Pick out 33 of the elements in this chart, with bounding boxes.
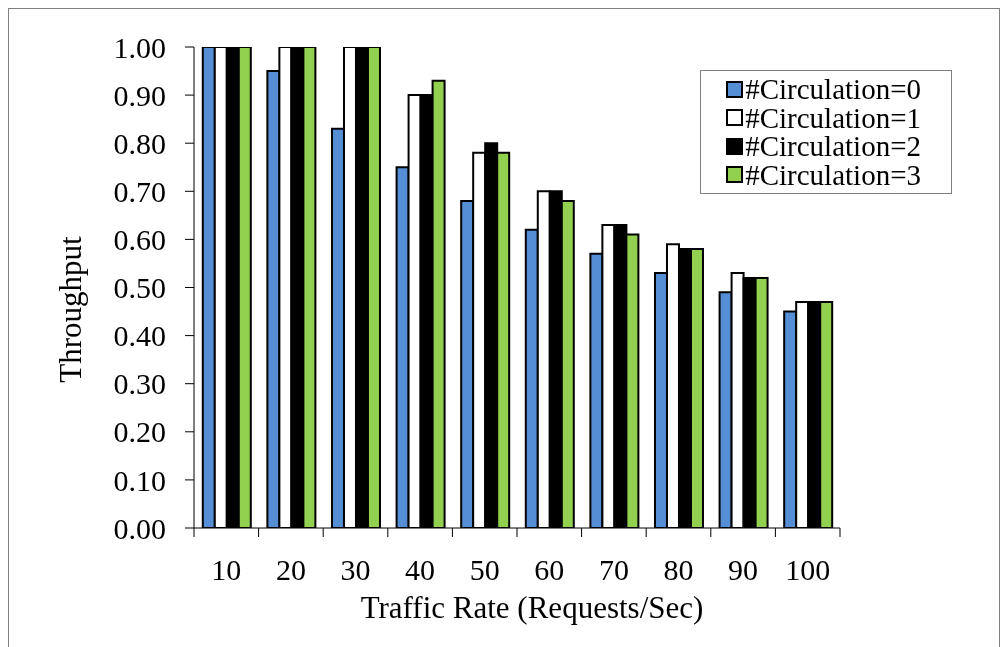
y-tick-label: 0.10 [113,463,166,497]
x-tick-label: 100 [785,553,831,586]
x-tick-label: 50 [469,553,500,586]
y-axis-title: Throughput [52,235,88,383]
x-tick-label: 40 [405,553,436,586]
y-tick-label: 0.40 [113,319,166,353]
x-tick-label: 90 [728,553,759,586]
bar [302,47,317,528]
x-axis-title: Traffic Rate (Requests/Sec) [360,590,704,625]
bar [237,47,252,528]
x-tick-label: 70 [598,553,629,586]
y-tick-label: 0.30 [113,367,166,401]
bar [366,47,381,528]
x-tick-label: 60 [534,553,565,586]
bar [625,233,640,528]
bar [689,248,704,528]
bar [431,79,446,528]
x-tick-label: 30 [340,553,371,586]
x-tick-label: 80 [663,553,694,586]
x-tick-label: 10 [211,553,242,586]
y-tick-label: 0.70 [113,174,166,208]
x-tick-label: 20 [275,553,306,586]
bar [819,300,834,528]
bar [560,199,575,528]
y-tick-label: 0.90 [113,78,166,112]
y-tick-label: 0.60 [113,223,166,257]
bar [496,151,511,528]
y-tick-label: 0.50 [113,271,166,305]
y-tick-label: 0.00 [113,511,166,545]
bar [754,276,769,528]
y-tick-label: 0.80 [113,126,166,160]
y-tick-label: 0.20 [113,415,166,449]
y-tick-label: 1.00 [113,30,166,64]
